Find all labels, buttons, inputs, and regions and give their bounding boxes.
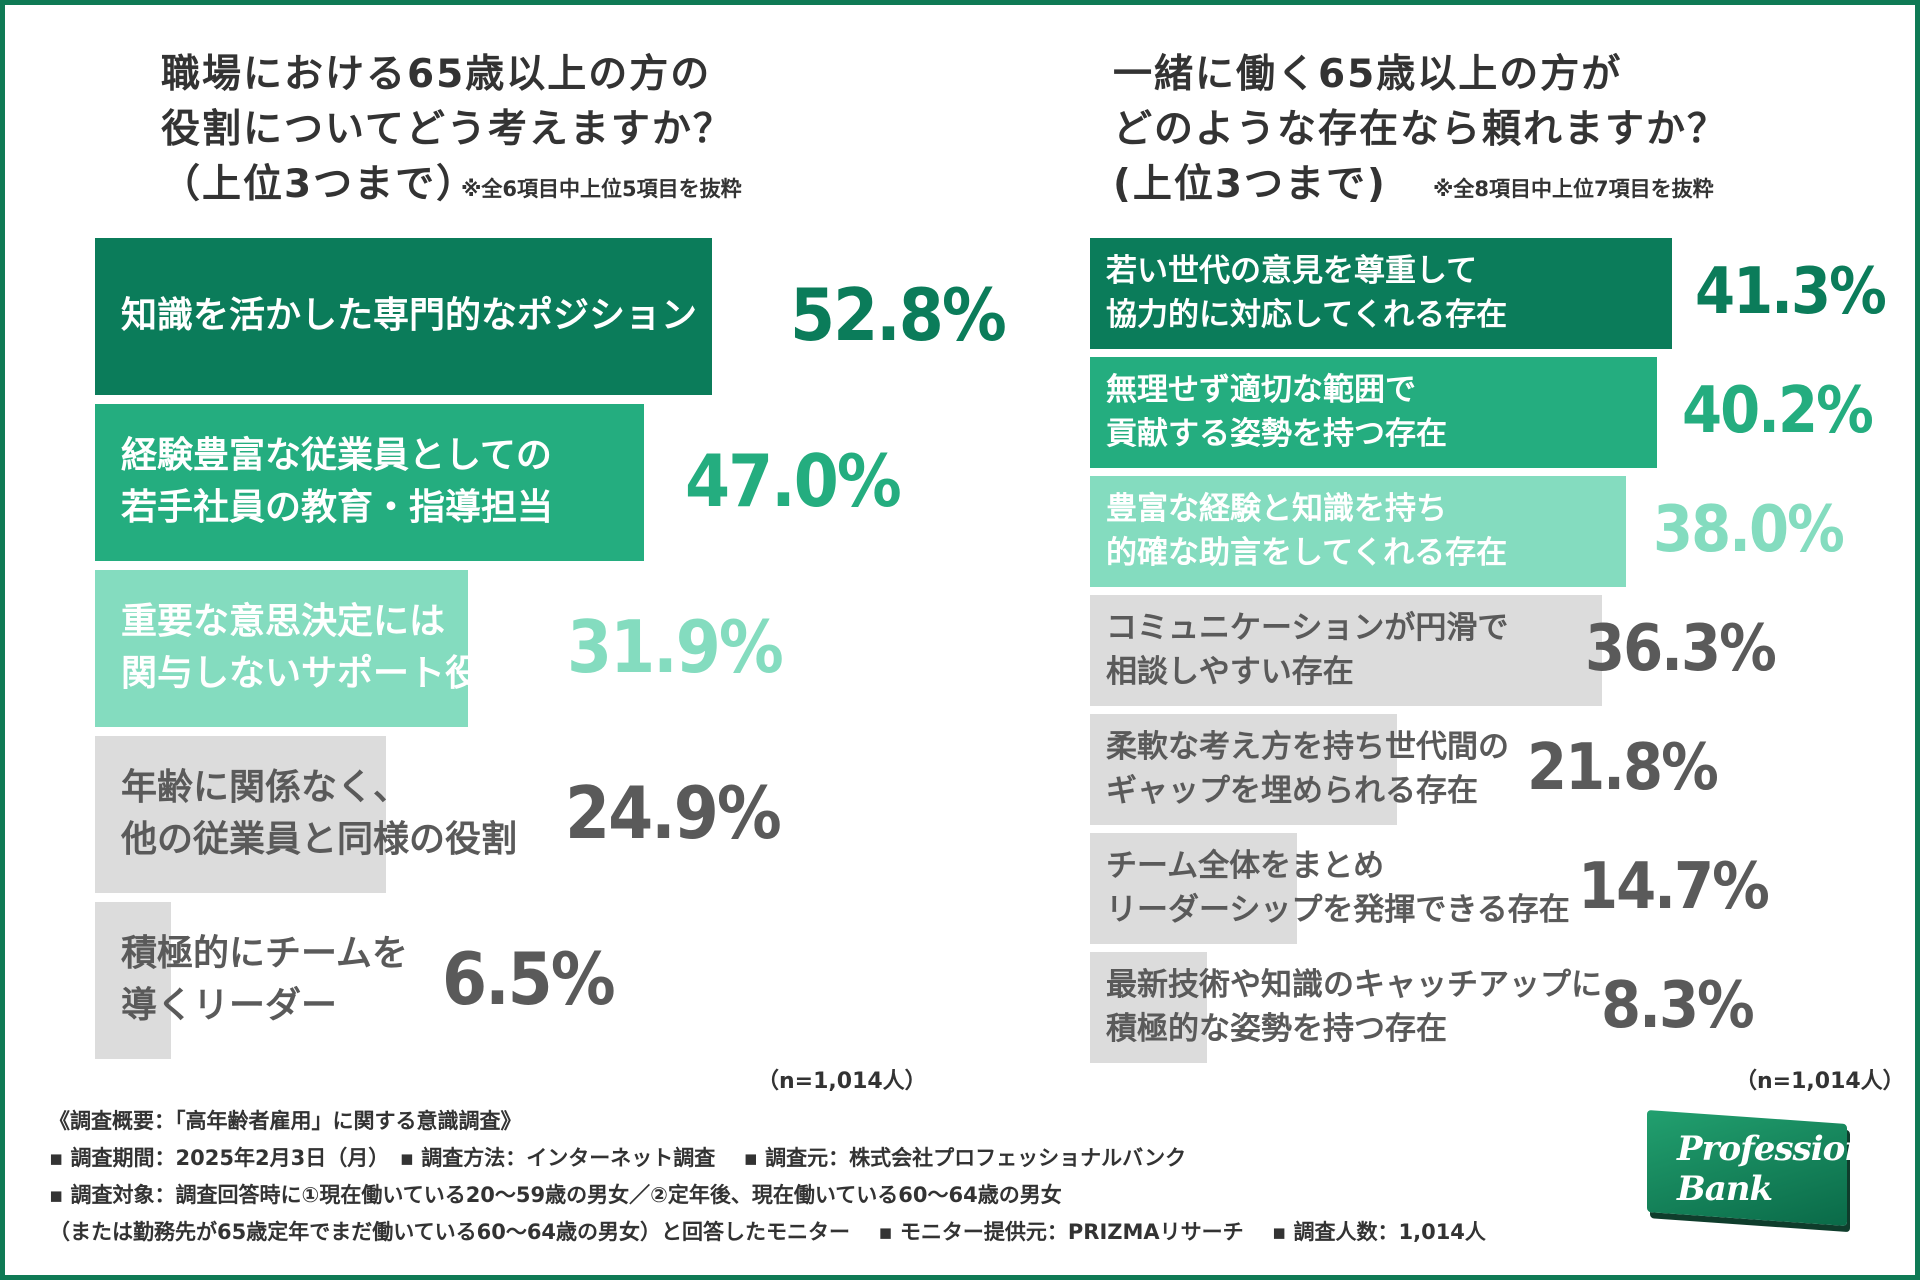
bar: [1090, 476, 1626, 587]
bar-category-label: 積極的にチームを 導くリーダー: [121, 928, 408, 1032]
bar-value-label: 47.0%: [685, 439, 902, 524]
bar-category-label: 豊富な経験と知識を持ち的確な助言をしてくれる存在: [1106, 487, 1507, 577]
bar-row: チーム全体をまとめリーダーシップを発揮できる存在 14.7%: [1090, 833, 1890, 944]
left-title-line-1: 職場における65歳以上の方の: [161, 52, 712, 97]
bar-category-label-line: 若手社員の教育・指導担当: [121, 487, 554, 529]
right-bar-chart: 若い世代の意見を尊重して 協力的に対応してくれる存在 41.3% 無理せず適切な範囲で…: [965, 5, 1920, 1095]
bar-category-label-line: 協力的に対応してくれる存在: [1106, 297, 1508, 334]
bar-category-label-line: 導くリーダー: [121, 985, 338, 1027]
bar: [1090, 238, 1673, 349]
bar: [95, 404, 645, 561]
bar-category-label-line: 経験豊富な従業員としての: [121, 435, 552, 477]
right-sample-size: （n=1,014人）: [1735, 1069, 1905, 1094]
bar: [95, 238, 713, 395]
professional-bank-logo: Professional Bank: [1647, 1110, 1902, 1229]
bar: [1090, 714, 1398, 825]
bar-value-label: 40.2%: [1682, 374, 1874, 449]
logo-text-line-1: Professional: [1677, 1129, 1902, 1169]
left-title-line-3: （上位3つまで）: [161, 162, 478, 207]
bar: [95, 902, 171, 1059]
bar-row: 柔軟な考え方を持ち世代間の ギャップを埋められる存在 21.8%: [1090, 714, 1890, 825]
bar-category-label-line: 無理せず適切な範囲で: [1106, 371, 1416, 408]
bar: [1090, 595, 1602, 706]
right-title-line-1: 一緒に働く65歳以上の方が: [1113, 52, 1623, 97]
bar: [1090, 952, 1208, 1063]
bar-row: コミュニケーションが円滑で 相談しやすい存在 36.3%: [1090, 595, 1890, 706]
bar-category-label-line: 知識を活かした専門的なポジション: [121, 295, 698, 337]
bar-category-label-line: 重要な意思決定には: [121, 601, 446, 643]
bar-category-label-line: 柔軟な考え方を持ち世代間の: [1106, 728, 1509, 765]
bar-category-label: コミュニケーションが円滑で 相談しやすい存在: [1106, 606, 1508, 696]
bar-category-label: 重要な意思決定には 関与しないサポート役: [121, 596, 481, 700]
bar-category-label-line: 相談しやすい存在: [1106, 654, 1354, 691]
bar-category-label-line: チーム全体をまとめ: [1106, 847, 1385, 884]
bar-category-label-line: ギャップを埋められる存在: [1106, 773, 1478, 810]
bar-category-label-line: 若い世代の意見を尊重して: [1106, 252, 1478, 289]
bar-row: 積極的にチームを 導くリーダー 6.5%: [95, 902, 955, 1059]
left-sample-size: （n=1,014人）: [757, 1069, 927, 1094]
bar-row: 無理せず適切な範囲で 貢献する姿勢を持つ存在 40.2%: [1090, 357, 1890, 468]
bar-row: 重要な意思決定には 関与しないサポート役 31.9%: [95, 570, 955, 727]
bar: [1090, 357, 1657, 468]
bar-category-label: 経験豊富な従業員としての 若手社員の教育・指導担当: [121, 430, 553, 534]
bar-value-label: 38.0%: [1653, 493, 1845, 568]
bar-row: 豊富な経験と知識を持ち的確な助言をしてくれる存在 38.0%: [1090, 476, 1890, 587]
bar-value-label: 8.3%: [1601, 969, 1755, 1044]
left-chart-panel: 職場における65歳以上の方の 役割についてどう考えますか？ （上位3つまで） ※…: [5, 5, 1007, 1095]
left-title-line-2: 役割についてどう考えますか？: [161, 107, 734, 152]
left-chart-note: ※全6項目中上位5項目を抜粋: [461, 177, 742, 201]
bar-category-label: 若い世代の意見を尊重して 協力的に対応してくれる存在: [1106, 249, 1507, 339]
bar-category-label: 年齢に関係なく、他の従業員と同様の役割: [121, 762, 517, 866]
bar-category-label-line: 貢献する姿勢を持つ存在: [1106, 416, 1447, 453]
footer-line-2: ▪ 調査期間：2025年2月3日（月） ▪ 調査方法：インターネット調査 ▪ 調…: [49, 1146, 1187, 1170]
bar-category-label-line: 年齢に関係なく、: [121, 767, 410, 809]
bar-value-label: 52.8%: [790, 273, 1007, 358]
bar-row: 若い世代の意見を尊重して 協力的に対応してくれる存在 41.3%: [1090, 238, 1890, 349]
bar: [1090, 833, 1298, 944]
bar: [95, 736, 387, 893]
survey-footer: 《調査概要：「高年齢者雇用」に関する意識調査》 ▪ 調査期間：2025年2月3日…: [49, 1103, 1609, 1251]
bar-category-label-line: 積極的な姿勢を持つ存在: [1106, 1011, 1447, 1048]
bar-row: 経験豊富な従業員としての 若手社員の教育・指導担当 47.0%: [95, 404, 955, 561]
bar-category-label-line: 最新技術や知識のキャッチアップに: [1106, 966, 1602, 1003]
bar-category-label: 柔軟な考え方を持ち世代間の ギャップを埋められる存在: [1106, 725, 1509, 815]
bar-category-label: チーム全体をまとめリーダーシップを発揮できる存在: [1106, 844, 1570, 934]
logo-text-line-2: Bank: [1677, 1169, 1773, 1209]
bar-row: 年齢に関係なく、他の従業員と同様の役割 24.9%: [95, 736, 955, 893]
right-title-line-2: どのような存在なら頼れますか？: [1113, 107, 1729, 152]
bar-value-label: 41.3%: [1695, 255, 1887, 330]
bar-value-label: 6.5%: [442, 937, 616, 1022]
bar-category-label: 知識を活かした専門的なポジション: [121, 290, 697, 342]
bar-value-label: 21.8%: [1527, 731, 1719, 806]
bar-category-label-line: 関与しないサポート役: [121, 653, 482, 695]
bar-category-label-line: コミュニケーションが円滑で: [1106, 609, 1509, 646]
bar-row: 知識を活かした専門的なポジション 52.8%: [95, 238, 1007, 395]
bar-value-label: 36.3%: [1585, 612, 1777, 687]
bar: [95, 570, 468, 727]
bar-category-label-line: 積極的にチームを: [121, 933, 408, 975]
bar-row: 最新技術や知識のキャッチアップに 積極的な姿勢を持つ存在 8.3%: [1090, 952, 1890, 1063]
right-chart-note: ※全8項目中上位7項目を抜粋: [1433, 177, 1714, 201]
bar-category-label-line: 的確な助言をしてくれる存在: [1106, 535, 1508, 572]
footer-line-3: ▪ 調査対象：調査回答時に①現在働いている20〜59歳の男女／②定年後、現在働い…: [49, 1183, 1062, 1207]
bar-value-label: 14.7%: [1578, 850, 1770, 925]
bar-value-label: 24.9%: [565, 771, 782, 856]
bar-value-label: 31.9%: [567, 605, 784, 690]
left-bar-chart: 知識を活かした専門的なポジション 52.8% 経験豊富な従業員としての 若手社員の教育…: [5, 5, 1007, 1095]
footer-line-4: （または勤務先が65歳定年でまだ働いている60〜64歳の男女）と回答したモニター…: [49, 1220, 1486, 1244]
bar-category-label: 無理せず適切な範囲で 貢献する姿勢を持つ存在: [1106, 368, 1447, 458]
bar-category-label-line: 豊富な経験と知識を持ち: [1106, 490, 1447, 527]
right-chart-panel: 一緒に働く65歳以上の方が どのような存在なら頼れますか？ (上位3つまで) ※…: [965, 5, 1920, 1095]
footer-line-1: 《調査概要：「高年齢者雇用」に関する意識調査》: [49, 1109, 522, 1133]
bar-category-label-line: 他の従業員と同様の役割: [121, 819, 518, 861]
bar-category-label-line: リーダーシップを発揮できる存在: [1106, 892, 1570, 929]
bar-category-label: 最新技術や知識のキャッチアップに 積極的な姿勢を持つ存在: [1106, 963, 1602, 1053]
right-title-line-3: (上位3つまで): [1113, 162, 1387, 207]
